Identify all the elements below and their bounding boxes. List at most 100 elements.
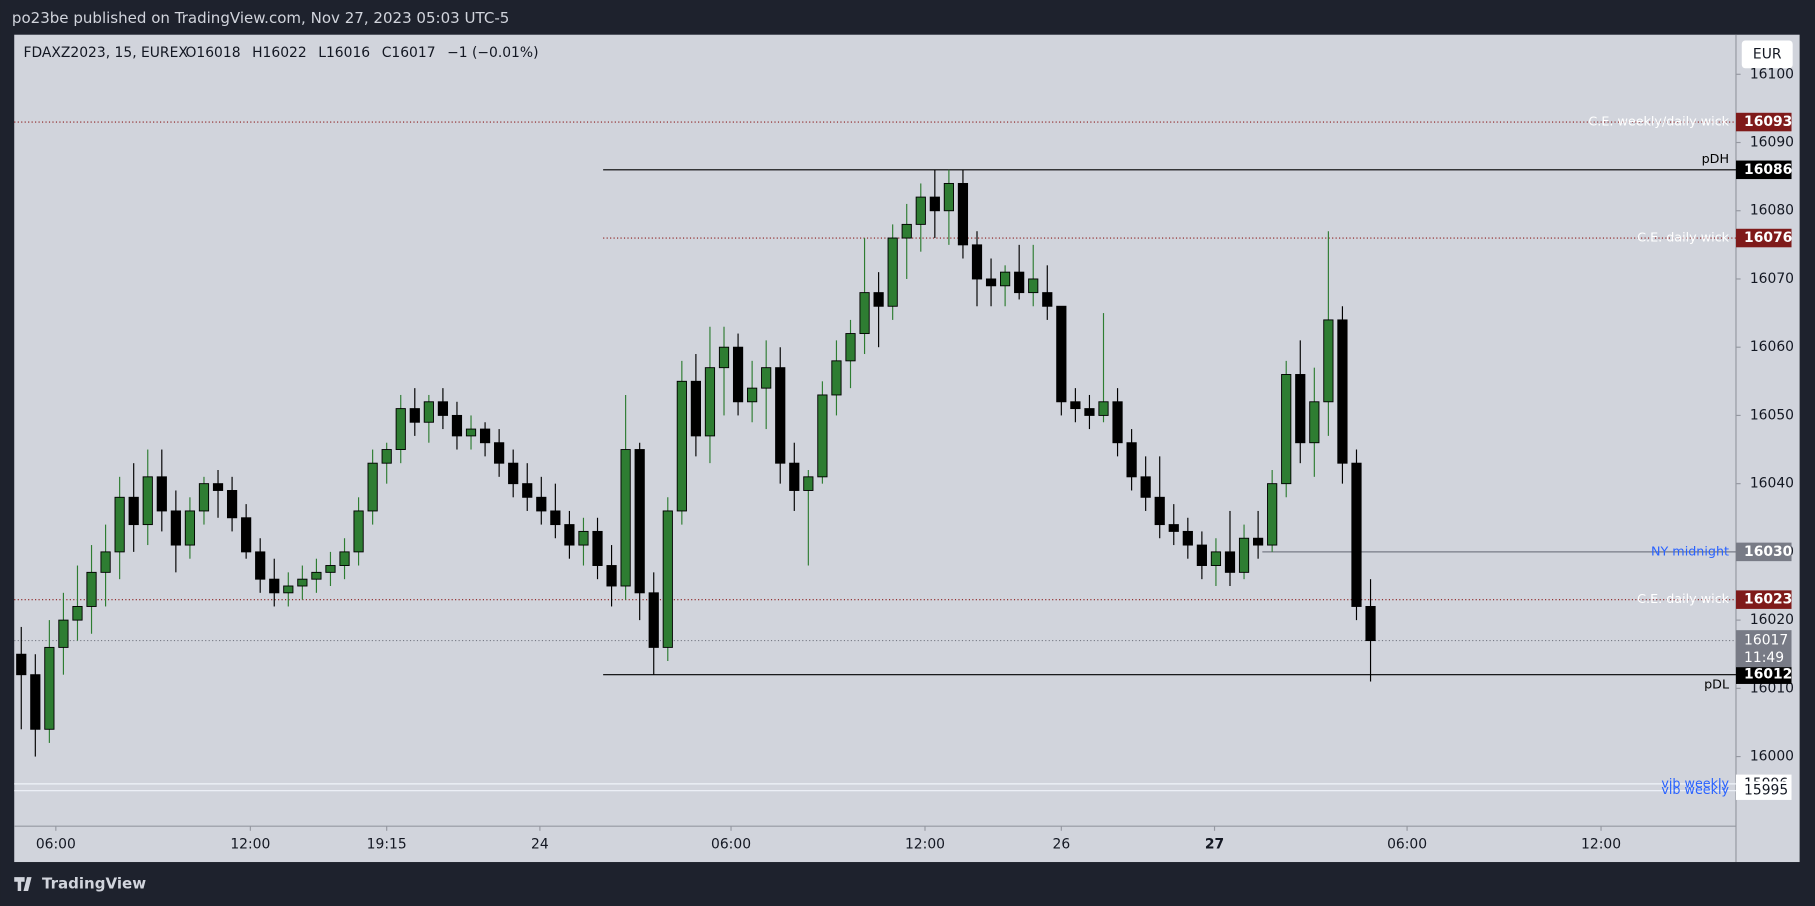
candle-body xyxy=(789,462,800,491)
candle-body xyxy=(311,571,322,580)
candle-body xyxy=(887,237,898,307)
level-label: C.E. daily wick xyxy=(1637,591,1729,606)
candle-body xyxy=(269,578,280,594)
y-tick-label: 16050 xyxy=(1750,407,1794,423)
candle-body xyxy=(1014,271,1025,294)
candle-body xyxy=(1253,537,1264,546)
candle-body xyxy=(297,578,308,587)
price-box xyxy=(1735,228,1792,248)
candle-body xyxy=(957,182,969,246)
candle-body xyxy=(212,483,224,491)
candle-body xyxy=(915,196,926,225)
candle-body xyxy=(662,510,673,648)
price-box xyxy=(1735,542,1792,562)
candle-body xyxy=(943,182,954,212)
legend-value: H16022 xyxy=(252,45,307,61)
candle-body xyxy=(732,346,744,403)
y-tick-label: 16020 xyxy=(1750,612,1794,628)
candle-body xyxy=(409,408,420,423)
x-tick-label: 19:15 xyxy=(367,837,407,853)
price-box-label: 15995 xyxy=(1744,783,1788,799)
x-tick-label: 06:00 xyxy=(711,837,751,853)
plot: C.E. weekly/daily wick pDH C.E. daily wick… xyxy=(14,114,1736,797)
price-box xyxy=(1735,160,1792,180)
candle-body xyxy=(845,333,856,362)
candle-body xyxy=(381,449,392,464)
x-tick-label: 12:00 xyxy=(905,837,945,853)
candle-body xyxy=(226,490,238,519)
candle-body xyxy=(72,606,83,621)
candle-body xyxy=(831,360,842,396)
candle-body xyxy=(465,428,477,437)
candle-body xyxy=(859,292,870,335)
candle-body xyxy=(873,292,884,307)
candle-body xyxy=(522,483,533,498)
price-box-label: 16012 xyxy=(1744,667,1792,683)
candle-body xyxy=(1238,537,1250,573)
candle-body xyxy=(1056,305,1067,403)
candle-body xyxy=(1196,544,1207,566)
brand[interactable]: TradingView xyxy=(42,875,146,893)
candle-body xyxy=(16,653,27,676)
chart-pane xyxy=(14,34,1800,863)
candle-body xyxy=(1000,271,1011,287)
y-tick-label: 16010 xyxy=(1750,680,1794,696)
candle-body xyxy=(339,551,350,566)
candle-body xyxy=(1028,278,1039,294)
y-tick-label: 16060 xyxy=(1750,339,1794,355)
candle-body xyxy=(1267,483,1278,546)
x-tick-label: 24 xyxy=(531,837,549,853)
brand-logo xyxy=(14,877,32,891)
price-box-label: 16030 xyxy=(1744,544,1792,560)
candle-body xyxy=(1042,292,1053,307)
candle-body xyxy=(1140,476,1151,498)
candle-body xyxy=(283,585,294,594)
candle-body xyxy=(437,401,449,416)
x-tick-label: 06:00 xyxy=(1387,837,1427,853)
candle-body xyxy=(550,510,561,526)
candle-body xyxy=(142,476,153,526)
candle-body xyxy=(817,394,828,478)
candle-body xyxy=(86,571,97,607)
candle-body xyxy=(718,346,730,369)
y-tick-label: 16100 xyxy=(1750,66,1794,82)
x-tick-label: 06:00 xyxy=(36,837,76,853)
candle-body xyxy=(100,551,111,573)
candle-body xyxy=(1224,551,1236,573)
candle-body xyxy=(676,380,687,512)
level-label: pDH xyxy=(1702,151,1729,166)
level-label: vib weekly xyxy=(1661,782,1729,797)
candle-body xyxy=(353,510,364,553)
candle-body xyxy=(1070,401,1081,410)
candle-body xyxy=(578,530,589,546)
candle-body xyxy=(30,674,41,730)
candle-body xyxy=(395,408,406,451)
candle-body xyxy=(508,462,519,485)
candle-body xyxy=(901,223,912,239)
candle-body xyxy=(170,510,181,546)
candle-body xyxy=(761,367,772,389)
candle-body xyxy=(128,496,139,526)
price-box xyxy=(1735,112,1792,132)
candle-body xyxy=(1182,530,1193,546)
candle-body xyxy=(325,565,336,573)
candle-body xyxy=(1126,442,1137,478)
candle-body xyxy=(184,510,196,546)
ohlc-legend: O16018 H16022 L16016 C16017 −1 (−0.01%) xyxy=(185,45,538,61)
candle-body xyxy=(985,278,997,287)
y-tick-label: 16000 xyxy=(1750,749,1794,765)
candle-body xyxy=(971,244,983,280)
candle-body xyxy=(479,428,491,444)
candle-body xyxy=(747,387,758,403)
candle-body xyxy=(1168,524,1179,532)
candle-body xyxy=(704,367,716,437)
currency-button[interactable] xyxy=(1741,40,1793,69)
currency: EUR xyxy=(1753,46,1782,62)
candle-body xyxy=(620,449,631,587)
candle-body xyxy=(58,619,69,648)
candle-body xyxy=(634,449,645,594)
symbol: FDAXZ2023, 15, EUREX xyxy=(23,45,188,61)
level-label: C.E. daily wick xyxy=(1637,230,1729,245)
